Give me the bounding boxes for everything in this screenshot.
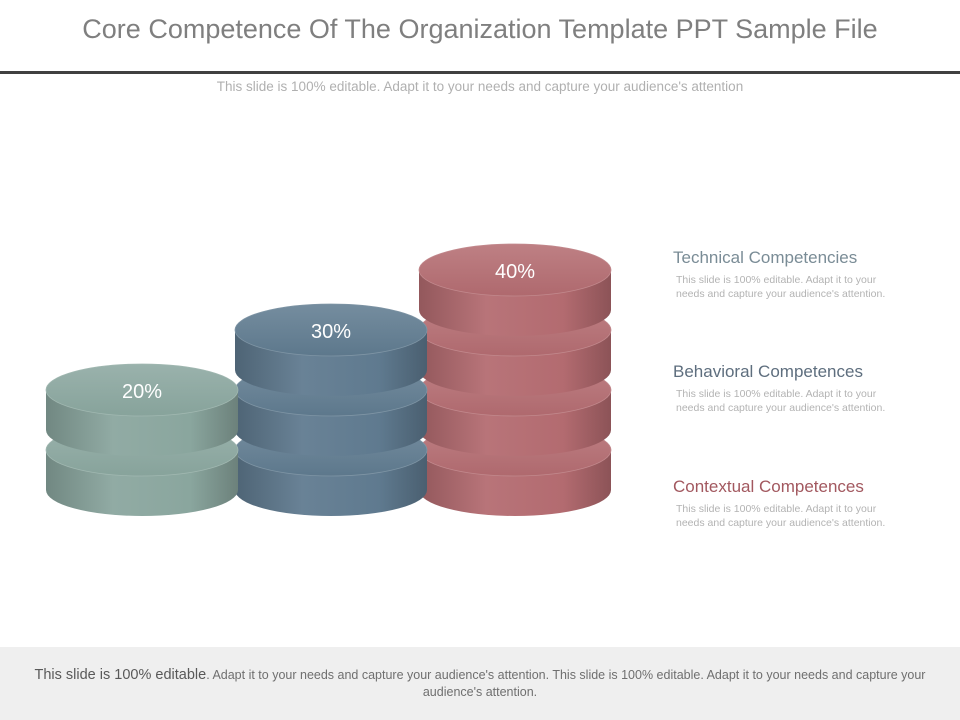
legend-heading-technical: Technical Competencies	[673, 248, 858, 267]
legend-item-behavioral: Behavioral Competences This slide is 100…	[673, 362, 903, 415]
legend-heading-behavioral: Behavioral Competences	[673, 362, 863, 381]
footer-bar: This slide is 100% editable. Adapt it to…	[0, 647, 960, 720]
title-divider	[0, 71, 960, 74]
footer-lead: This slide is 100% editable	[34, 667, 207, 683]
data-label-2: 40%	[495, 261, 535, 283]
footer-body: . Adapt it to your needs and capture you…	[206, 668, 926, 699]
slide-title: Core Competence Of The Organization Temp…	[82, 14, 878, 44]
footer-text: This slide is 100% editable. Adapt it to…	[18, 667, 942, 701]
legend-heading-contextual: Contextual Competences	[673, 477, 864, 496]
disc-bar-0-1	[45, 363, 239, 456]
slide-subtitle: This slide is 100% editable. Adapt it to…	[216, 79, 744, 94]
legend-desc-behavioral: This slide is 100% editable. Adapt it to…	[676, 388, 886, 414]
disc-bar-1-2	[234, 303, 428, 396]
legend-desc-technical: This slide is 100% editable. Adapt it to…	[676, 274, 886, 300]
disc-bar-2-3	[418, 243, 612, 336]
legend-desc-contextual: This slide is 100% editable. Adapt it to…	[676, 503, 886, 529]
data-label-0: 20%	[122, 381, 162, 403]
legend-item-contextual: Contextual Competences This slide is 100…	[673, 477, 903, 530]
legend-item-technical: Technical Competencies This slide is 100…	[673, 248, 903, 301]
data-label-1: 30%	[311, 321, 351, 343]
